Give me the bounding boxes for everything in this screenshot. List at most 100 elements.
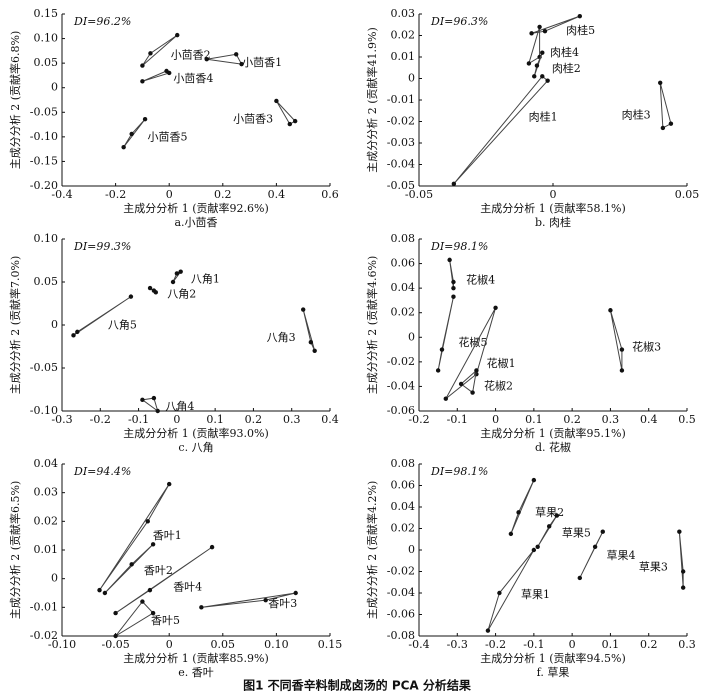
y-tick-label: 0.15 [34,7,59,20]
x-axis-label: 主成分分析 1 (贡献率95.1%) [480,426,626,440]
y-axis-label: 主成分分析 2 (贡献率4.2%) [365,481,379,620]
x-tick-label: 0.4 [640,413,658,426]
group-label: 肉桂3 [622,107,651,121]
point [592,544,598,549]
y-tick-label: 0.02 [34,514,59,527]
x-tick-label: -0.3 [447,638,468,651]
point [293,590,298,596]
point [677,529,682,534]
x-axis-label: 主成分分析 1 (贡献率92.6%) [123,201,269,215]
point [113,633,118,639]
panel-caption: c. 八角 [178,441,213,454]
trajectory [609,310,623,371]
x-tick-label: 0.05 [675,188,700,201]
y-tick-label: 0.03 [391,7,416,20]
point [508,531,514,537]
point [470,390,475,395]
point [167,70,172,76]
point [545,78,550,83]
group-label: 香叶5 [151,614,180,627]
point [312,348,317,353]
point [151,395,157,401]
point [148,51,153,56]
point [577,13,582,19]
x-tick-label: 0.2 [245,413,263,426]
point [234,52,239,57]
x-tick-label: -0.10 [48,638,76,651]
point [546,524,552,529]
x-tick-label: -0.05 [405,188,433,201]
x-tick-label: 0.2 [214,188,232,201]
x-tick-label: -0.4 [51,188,72,201]
point [150,542,156,547]
trajectory [445,307,497,400]
y-tick-label: -0.02 [30,629,58,642]
x-tick-label: 0.6 [321,188,339,201]
group-label: 八角4 [165,400,194,413]
group-label: 肉桂1 [529,110,558,124]
point [537,24,542,30]
group-label: 小茴香3 [233,112,273,125]
group-label: 八角5 [108,318,137,331]
y-tick-label: 0 [51,318,58,331]
y-tick-label: -0.02 [387,115,415,128]
y-tick-label: -0.05 [30,361,58,374]
group-label: 小茴香2 [171,48,211,61]
group-label: 花椒1 [487,356,516,370]
point [680,585,686,590]
y-tick-label: 0.02 [391,29,416,42]
point [451,285,456,291]
y-tick-label: -0.06 [387,404,415,417]
x-tick-label: 0.15 [318,638,343,651]
point [451,294,456,299]
point [140,599,145,604]
point [532,74,537,79]
y-tick-label: -0.04 [387,379,415,392]
di-annotation: DI=98.1% [430,465,488,478]
point [534,63,540,68]
trajectory [115,546,213,614]
y-tick-label: -0.15 [30,154,58,167]
y-tick-label: -0.05 [387,179,415,192]
y-tick-label: 0.10 [34,32,59,45]
y-tick-label: 0.01 [34,543,59,556]
panel: -0.2 -0.1 0 0.1 0.2 0.3 0.4 0.5 0.08 0.06 0.04 0.02… [365,232,696,454]
y-axis-label: 主成分分析 2 (贡献率41.9%) [365,27,379,173]
y-tick-label: 0.04 [391,281,416,294]
x-tick-label: 0 [173,413,180,426]
group-label: 花椒4 [466,273,495,287]
point [443,396,448,401]
point [75,329,80,335]
panel: -0.10 -0.05 0 0.05 0.10 0.15 0.04 0.03 0.02 0.01 0… [8,457,342,679]
point [447,257,452,263]
panel: -0.4 -0.3 -0.2 -0.1 0 0.1 0.2 0.3 0.08 0.06 0.04 0.… [365,457,696,679]
point [287,121,292,127]
point [140,63,145,68]
y-tick-label: -0.10 [30,130,58,143]
y-tick-label: 0 [51,81,58,94]
y-axis-label: 主成分分析 2 (贡献率7.0%) [8,256,22,395]
point [97,587,102,593]
y-tick-label: 0 [408,543,415,556]
y-axis-label: 主成分分析 2 (贡献率6.8%) [8,31,22,170]
point [121,144,126,150]
group-label: 草果3 [639,561,668,574]
point [175,32,180,38]
y-tick-label: 0.08 [391,232,416,245]
y-tick-label: 0.10 [34,232,59,245]
trajectory [275,100,296,125]
point [128,294,134,299]
figure-caption: 图1 不同香辛料制成卤汤的 PCA 分析结果 [243,678,471,693]
point [516,510,521,515]
y-tick-label: 0 [51,572,58,585]
group-label: 香叶4 [173,580,202,593]
trajectory [579,531,604,579]
point [167,481,172,487]
point [554,513,560,518]
point [619,347,625,352]
trajectory [528,26,541,65]
x-tick-label: -0.2 [90,413,111,426]
x-axis-label: 主成分分析 1 (贡献率85.9%) [123,651,269,665]
point [301,307,306,312]
